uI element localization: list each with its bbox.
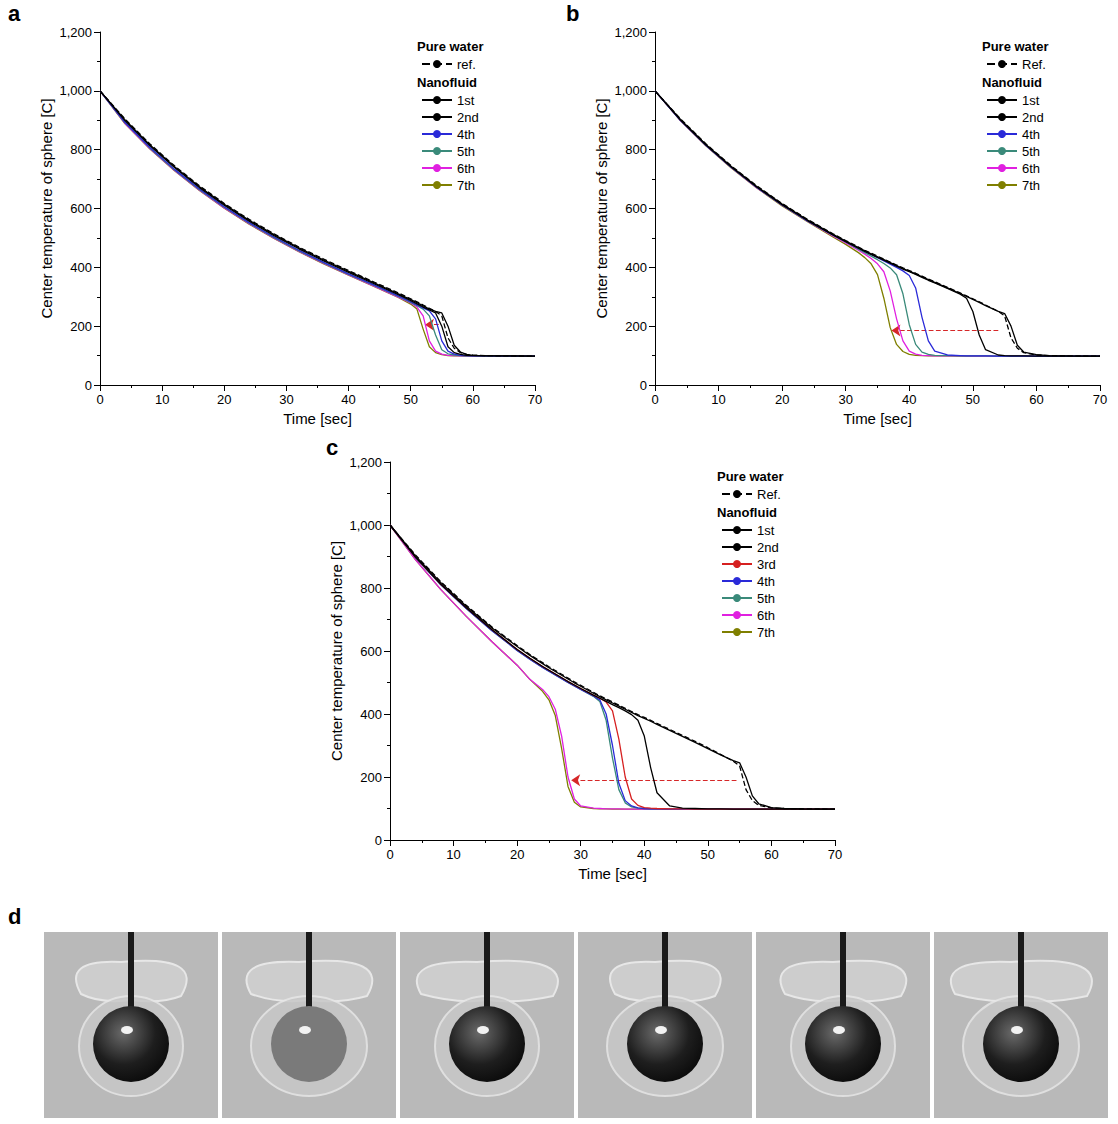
svg-text:200: 200: [625, 319, 647, 334]
svg-text:40: 40: [341, 392, 355, 407]
svg-text:5th: 5th: [457, 144, 475, 159]
svg-text:0: 0: [640, 378, 647, 393]
svg-text:20: 20: [510, 847, 524, 862]
svg-text:30: 30: [279, 392, 293, 407]
svg-text:Nanofluid: Nanofluid: [982, 75, 1042, 90]
svg-text:60: 60: [1029, 392, 1043, 407]
svg-text:7th: 7th: [1022, 178, 1040, 193]
svg-text:4th: 4th: [757, 574, 775, 589]
svg-text:6th: 6th: [757, 608, 775, 623]
svg-text:800: 800: [70, 142, 92, 157]
html-text:d: d: [8, 904, 22, 929]
svg-text:2nd: 2nd: [457, 110, 479, 125]
svg-text:b: b: [566, 1, 579, 26]
svg-text:1st: 1st: [457, 93, 475, 108]
svg-text:Ref.: Ref.: [1022, 57, 1046, 72]
svg-text:30: 30: [573, 847, 587, 862]
svg-text:Center temperature of sphere [: Center temperature of sphere [C]: [38, 98, 55, 318]
svg-text:2nd: 2nd: [1022, 110, 1044, 125]
svg-text:3rd: 3rd: [757, 557, 776, 572]
svg-text:7th: 7th: [457, 178, 475, 193]
svg-text:Nanofluid: Nanofluid: [717, 505, 777, 520]
svg-text:400: 400: [70, 260, 92, 275]
svg-text:0: 0: [85, 378, 92, 393]
svg-text:30: 30: [838, 392, 852, 407]
svg-text:2nd: 2nd: [757, 540, 779, 555]
svg-text:600: 600: [625, 201, 647, 216]
svg-text:Time [sec]: Time [sec]: [843, 410, 912, 427]
svg-text:50: 50: [966, 392, 980, 407]
svg-text:70: 70: [828, 847, 842, 862]
svg-text:1,000: 1,000: [59, 83, 92, 98]
svg-text:Ref.: Ref.: [757, 487, 781, 502]
svg-text:0: 0: [386, 847, 393, 862]
svg-text:4th: 4th: [1022, 127, 1040, 142]
svg-text:1,200: 1,200: [614, 25, 647, 40]
svg-text:70: 70: [528, 392, 542, 407]
svg-text:0: 0: [96, 392, 103, 407]
svg-text:800: 800: [360, 581, 382, 596]
svg-text:20: 20: [775, 392, 789, 407]
svg-text:40: 40: [902, 392, 916, 407]
svg-text:60: 60: [466, 392, 480, 407]
svg-text:1,000: 1,000: [614, 83, 647, 98]
svg-text:60: 60: [764, 847, 778, 862]
svg-text:400: 400: [625, 260, 647, 275]
svg-text:1,200: 1,200: [59, 25, 92, 40]
svg-text:6th: 6th: [1022, 161, 1040, 176]
svg-text:200: 200: [360, 770, 382, 785]
svg-text:10: 10: [155, 392, 169, 407]
svg-text:800: 800: [625, 142, 647, 157]
svg-text:Center temperature of sphere [: Center temperature of sphere [C]: [328, 541, 345, 761]
svg-text:1st: 1st: [1022, 93, 1040, 108]
svg-text:Pure water: Pure water: [982, 39, 1048, 54]
svg-text:600: 600: [70, 201, 92, 216]
svg-text:1,200: 1,200: [349, 455, 382, 470]
svg-text:40: 40: [637, 847, 651, 862]
svg-text:600: 600: [360, 644, 382, 659]
svg-text:0: 0: [651, 392, 658, 407]
svg-text:1st: 1st: [757, 523, 775, 538]
svg-text:0: 0: [375, 833, 382, 848]
svg-text:ref.: ref.: [457, 57, 476, 72]
svg-text:5th: 5th: [1022, 144, 1040, 159]
svg-text:Time [sec]: Time [sec]: [283, 410, 352, 427]
svg-text:200: 200: [70, 319, 92, 334]
svg-text:Center temperature of sphere [: Center temperature of sphere [C]: [593, 98, 610, 318]
svg-text:5th: 5th: [757, 591, 775, 606]
svg-text:50: 50: [701, 847, 715, 862]
svg-text:Pure water: Pure water: [717, 469, 783, 484]
svg-text:50: 50: [403, 392, 417, 407]
svg-text:a: a: [8, 1, 21, 26]
svg-text:4th: 4th: [457, 127, 475, 142]
svg-text:7th: 7th: [757, 625, 775, 640]
svg-text:10: 10: [711, 392, 725, 407]
svg-text:70: 70: [1093, 392, 1107, 407]
svg-text:c: c: [326, 435, 338, 460]
svg-text:1,000: 1,000: [349, 518, 382, 533]
svg-text:Time [sec]: Time [sec]: [578, 865, 647, 882]
svg-text:10: 10: [446, 847, 460, 862]
svg-text:Nanofluid: Nanofluid: [417, 75, 477, 90]
svg-text:Pure water: Pure water: [417, 39, 483, 54]
svg-text:400: 400: [360, 707, 382, 722]
svg-text:6th: 6th: [457, 161, 475, 176]
svg-text:20: 20: [217, 392, 231, 407]
